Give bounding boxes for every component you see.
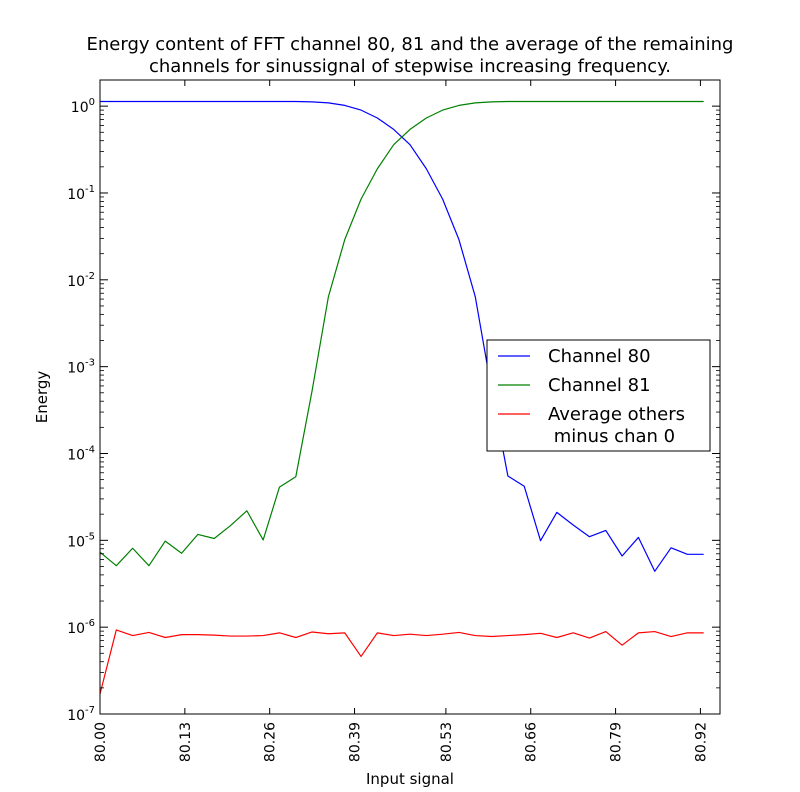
legend-entry-3: Average others minus chan 0 bbox=[548, 404, 685, 447]
legend-entry-2: Channel 81 bbox=[548, 375, 651, 396]
y-tick-label: 10-5 bbox=[67, 531, 95, 550]
series-line-3 bbox=[99, 629, 704, 695]
x-tick-label: 80.00 bbox=[93, 722, 109, 762]
x-tick-label: 80.79 bbox=[609, 722, 625, 762]
x-tick-label: 80.39 bbox=[348, 722, 364, 762]
x-tick-label: 80.26 bbox=[263, 722, 279, 762]
ticks-layer: 80.00 80.13 80.26 80.39 80.53 80.66 80.79 80.92… bbox=[67, 80, 720, 762]
plot-frame bbox=[99, 79, 721, 715]
y-tick-label: 10-4 bbox=[67, 444, 95, 463]
chart-title: Energy content of FFT channel 80, 81 and… bbox=[87, 34, 734, 77]
y-tick-label: 100 bbox=[71, 97, 95, 116]
y-tick-label: 10-2 bbox=[67, 271, 95, 290]
legend: Channel 80 Channel 81 Average others minus… bbox=[486, 339, 711, 452]
x-tick-label: 80.66 bbox=[524, 722, 540, 762]
x-tick-label: 80.13 bbox=[178, 722, 194, 762]
chart-title-line: channels for sinussignal of stepwise inc… bbox=[149, 56, 671, 77]
y-tick-label: 10-1 bbox=[67, 184, 95, 203]
series-line-1 bbox=[100, 100, 704, 572]
legend-entry-1: Channel 80 bbox=[548, 346, 651, 367]
y-tick-label: 10-7 bbox=[67, 705, 95, 724]
series-layer bbox=[99, 100, 704, 695]
y-axis-label: Energy bbox=[33, 371, 51, 424]
legend-box bbox=[486, 339, 711, 452]
chart-title-line: Energy content of FFT channel 80, 81 and… bbox=[87, 34, 734, 55]
y-tick-label: 10-6 bbox=[67, 618, 95, 637]
y-tick-label: 10-3 bbox=[67, 358, 95, 377]
x-tick-label: 80.53 bbox=[439, 722, 455, 762]
x-tick-label: 80.92 bbox=[693, 722, 709, 762]
series-line-2 bbox=[99, 100, 704, 567]
x-axis-label: Input signal bbox=[366, 770, 454, 788]
